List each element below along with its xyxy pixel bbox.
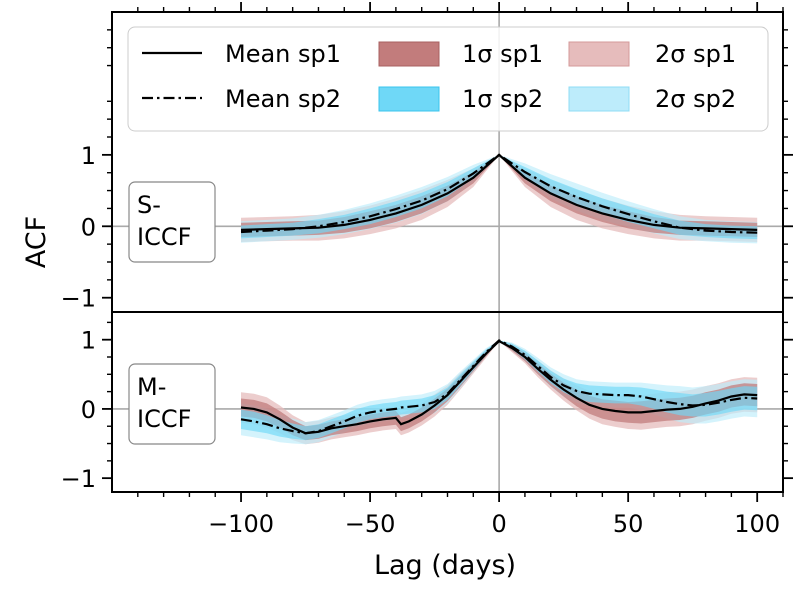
y-tick-label: −1 (61, 465, 96, 493)
panel-label-box (128, 363, 216, 445)
x-axis-label: Lag (days) (374, 550, 516, 581)
panels-layer: −1 0 1 S- ICCF −1 0 1 M- ICCF (61, 11, 793, 493)
panel-label-line: M- (137, 373, 166, 401)
legend-swatch-1sigma-sp2 (378, 86, 440, 112)
panel-plot-area (112, 312, 783, 492)
y-axis-label: ACF (21, 216, 52, 268)
mean-line-sp2 (240, 339, 758, 435)
x-tick-label: −50 (345, 510, 396, 538)
y-tick-label: −1 (61, 285, 96, 313)
x-tick-label: −100 (208, 510, 274, 538)
band-1sigma-sp2 (241, 154, 758, 240)
x-tick-label: 100 (734, 510, 780, 538)
y-tick-label: 0 (81, 396, 96, 424)
legend-label-1sigma-sp1: 1σ sp1 (462, 40, 543, 68)
mean-line-sp2 (240, 153, 758, 234)
legend-swatch-2sigma-sp1 (568, 41, 630, 67)
x-axis: −100 −50 0 50 100 (137, 2, 784, 538)
panel-label-line: ICCF (137, 405, 191, 433)
panel-m-iccf: −1 0 1 M- ICCF (61, 311, 793, 493)
panel-s-iccf: −1 0 1 S- ICCF (61, 11, 793, 313)
x-tick-label: 0 (491, 510, 506, 538)
y-tick-label: 1 (81, 142, 96, 170)
legend: Mean sp1 1σ sp1 2σ sp1 Mean sp2 1σ sp2 2σ sp2 (127, 26, 769, 132)
legend-label-1sigma-sp2: 1σ sp2 (462, 85, 543, 113)
legend-swatch-2sigma-sp2 (568, 86, 630, 112)
panel-plot-area (112, 12, 783, 312)
legend-swatch-1sigma-sp1 (378, 41, 440, 67)
x-tick-label: 50 (613, 510, 644, 538)
legend-label-2sigma-sp1: 2σ sp1 (655, 40, 736, 68)
y-tick-label: 1 (81, 327, 96, 355)
legend-label-mean-sp2: Mean sp2 (225, 85, 341, 113)
panel-label-line: S- (137, 191, 161, 219)
y-tick-label: 0 (81, 213, 96, 241)
panel-label-line: ICCF (137, 223, 191, 251)
legend-label-mean-sp1: Mean sp1 (225, 40, 341, 68)
panel-label-box (128, 181, 216, 263)
legend-label-2sigma-sp2: 2σ sp2 (655, 85, 736, 113)
band-1sigma-sp2 (241, 340, 758, 441)
